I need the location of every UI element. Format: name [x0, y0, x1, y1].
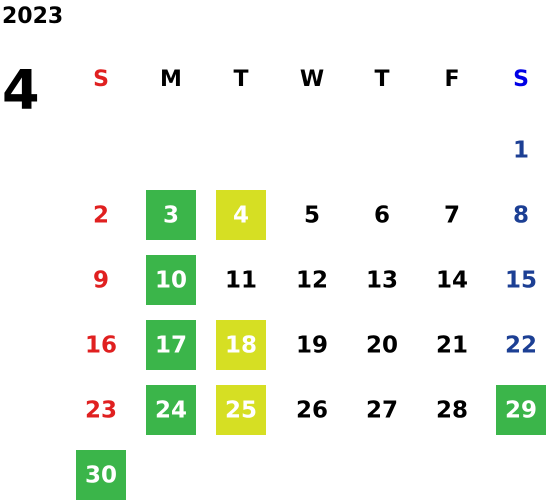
day: 10 — [155, 268, 187, 294]
day: 13 — [366, 268, 398, 294]
day: 29 — [505, 398, 537, 424]
day: 3 — [163, 203, 179, 229]
day: 5 — [304, 203, 320, 229]
day-highlight — [496, 385, 546, 435]
day-highlight — [146, 255, 196, 305]
weekday: M — [160, 67, 182, 92]
weekday: W — [300, 67, 324, 92]
day: 28 — [436, 398, 468, 424]
day: 17 — [155, 333, 187, 359]
day: 8 — [513, 203, 529, 229]
day: 27 — [366, 398, 398, 424]
day: 2 — [93, 203, 109, 229]
day: 6 — [374, 203, 390, 229]
day: 20 — [366, 333, 398, 359]
weekday: T — [233, 67, 248, 92]
day-highlight — [216, 385, 266, 435]
day: 14 — [436, 268, 468, 294]
day: 15 — [505, 268, 537, 294]
year: 2023 — [2, 4, 63, 29]
day: 24 — [155, 398, 187, 424]
day: 12 — [296, 268, 328, 294]
day: 19 — [296, 333, 328, 359]
day: 7 — [444, 203, 460, 229]
day-highlight — [76, 450, 126, 500]
day: 26 — [296, 398, 328, 424]
day: 11 — [225, 268, 257, 294]
day: 30 — [85, 463, 117, 489]
weekday: F — [444, 67, 459, 92]
day: 16 — [85, 333, 117, 359]
day: 1 — [513, 138, 529, 164]
day: 21 — [436, 333, 468, 359]
day-highlight — [216, 190, 266, 240]
day-highlight — [146, 320, 196, 370]
day-highlight — [146, 385, 196, 435]
day: 22 — [505, 333, 537, 359]
day: 4 — [233, 203, 249, 229]
day-highlight — [216, 320, 266, 370]
day: 9 — [93, 268, 109, 294]
day: 23 — [85, 398, 117, 424]
day: 25 — [225, 398, 257, 424]
weekday: S — [93, 67, 109, 92]
month: 4 — [2, 59, 40, 122]
weekday: T — [374, 67, 389, 92]
weekday: S — [513, 67, 529, 92]
day: 18 — [225, 333, 257, 359]
day-highlight — [146, 190, 196, 240]
